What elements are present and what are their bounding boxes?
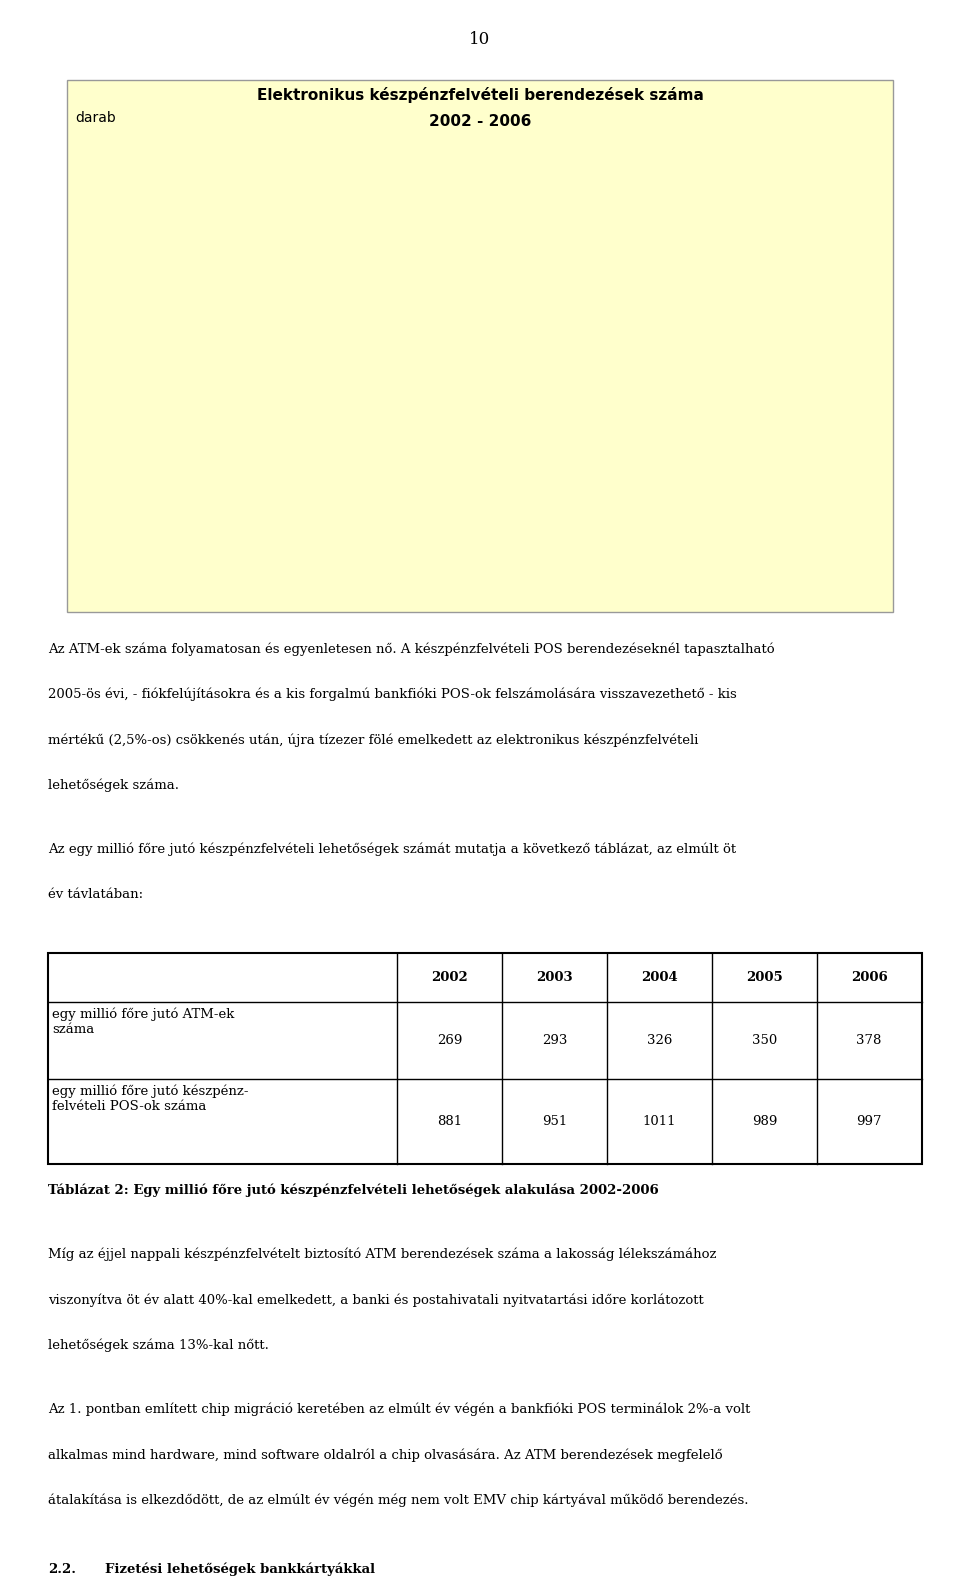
- Text: 2 742: 2 742: [160, 452, 194, 464]
- Text: 2006: 2006: [851, 970, 888, 984]
- Text: 9 646: 9 646: [285, 180, 320, 192]
- Text: év távlatában:: év távlatában:: [48, 889, 143, 902]
- Text: 997: 997: [856, 1116, 882, 1129]
- ATM: [193, 464, 204, 483]
- Text: 10: 10: [469, 32, 491, 48]
- Text: viszonyítva öt év alatt 40%-kal emelkedett, a banki és postahivatali nyitvatartá: viszonyítva öt év alatt 40%-kal emelkede…: [48, 1293, 704, 1307]
- Text: 2002: 2002: [431, 970, 468, 984]
- Text: alkalmas mind hardware, mind software oldalról a chip olvasására. Az ATM berende: alkalmas mind hardware, mind software ol…: [48, 1448, 723, 1461]
- Text: 2003: 2003: [537, 970, 573, 984]
- Text: egy millió főre jutó ATM-ek
száma: egy millió főre jutó ATM-ek száma: [53, 1008, 235, 1037]
- Text: 10 051: 10 051: [659, 164, 700, 176]
- ATM: [319, 455, 330, 474]
- Text: 350: 350: [752, 1034, 777, 1048]
- Text: 326: 326: [647, 1034, 672, 1048]
- Text: lehetőségek száma.: lehetőségek száma.: [48, 779, 179, 792]
- Text: 293: 293: [542, 1034, 567, 1048]
- Text: 3 296: 3 296: [411, 431, 444, 444]
- Text: 951: 951: [542, 1116, 567, 1129]
- Text: 2005-ös évi, - fiókfelújításokra és a kis forgalmú bankfióki POS-ok felszámolásá: 2005-ös évi, - fiókfelújításokra és a ki…: [48, 687, 736, 701]
- ATM: [569, 432, 581, 452]
- ATM: [695, 421, 707, 440]
- Text: 378: 378: [856, 1034, 882, 1048]
- POS: [319, 194, 330, 213]
- Text: 989: 989: [752, 1116, 777, 1129]
- Bar: [48, 952, 922, 1164]
- POS: [695, 178, 707, 197]
- Text: 269: 269: [437, 1034, 463, 1048]
- Text: 9 988: 9 988: [537, 165, 569, 180]
- Text: 3 531: 3 531: [537, 421, 569, 434]
- Text: 2005: 2005: [746, 970, 782, 984]
- POS: [569, 180, 581, 199]
- Text: Elektronikus készpénzfelvételi berendezések száma: Elektronikus készpénzfelvételi berendezé…: [256, 87, 704, 103]
- Text: egy millió főre jutó készpénz-
felvételi POS-ok száma: egy millió főre jutó készpénz- felvételi…: [53, 1084, 249, 1113]
- Line: POS: POS: [194, 176, 706, 235]
- Line: ATM: ATM: [194, 426, 706, 479]
- Text: Fizetési lehetőségek bankkártyákkal: Fizetési lehetőségek bankkártyákkal: [105, 1563, 375, 1576]
- Text: átalakítása is elkezdődött, de az elmúlt év végén még nem volt EMV chip kártyáva: átalakítása is elkezdődött, de az elmúlt…: [48, 1493, 749, 1507]
- Text: lehetőségek száma 13%-kal nőtt.: lehetőségek száma 13%-kal nőtt.: [48, 1339, 269, 1352]
- Text: Az 1. pontban említett chip migráció keretében az elmúlt év végén a bankfióki PO: Az 1. pontban említett chip migráció ker…: [48, 1402, 751, 1417]
- POS: [444, 172, 455, 191]
- POS: [193, 221, 204, 240]
- Text: darab: darab: [75, 111, 115, 126]
- Text: 3 810: 3 810: [708, 410, 741, 423]
- ATM: [444, 442, 455, 461]
- Text: mértékű (2,5%-os) csökkenés után, újra tízezer fölé emelkedett az elektronikus k: mértékű (2,5%-os) csökkenés után, újra t…: [48, 733, 698, 747]
- Text: Az egy millió főre jutó készpénzfelvételi lehetőségek számát mutatja a következő: Az egy millió főre jutó készpénzfelvétel…: [48, 843, 736, 857]
- Text: 10 227: 10 227: [408, 157, 449, 170]
- Text: Táblázat 2: Egy millió főre jutó készpénzfelvételi lehetőségek alakulása 2002-20: Táblázat 2: Egy millió főre jutó készpén…: [48, 1183, 659, 1197]
- Text: 881: 881: [438, 1116, 463, 1129]
- Text: 2004: 2004: [641, 970, 678, 984]
- Text: 2002 - 2006: 2002 - 2006: [429, 114, 531, 129]
- Text: 1011: 1011: [643, 1116, 676, 1129]
- Text: 8 969: 8 969: [160, 205, 194, 219]
- Text: Míg az éjjel nappali készpénzfelvételt biztosító ATM berendezések száma a lakoss: Míg az éjjel nappali készpénzfelvételt b…: [48, 1248, 716, 1261]
- Text: Az ATM-ek száma folyamatosan és egyenletesen nő. A készpénzfelvételi POS berende: Az ATM-ek száma folyamatosan és egyenlet…: [48, 642, 775, 655]
- Text: 2 975: 2 975: [285, 444, 319, 456]
- Legend: POS, ATM: POS, ATM: [801, 253, 887, 299]
- Text: 2.2.: 2.2.: [48, 1563, 76, 1576]
